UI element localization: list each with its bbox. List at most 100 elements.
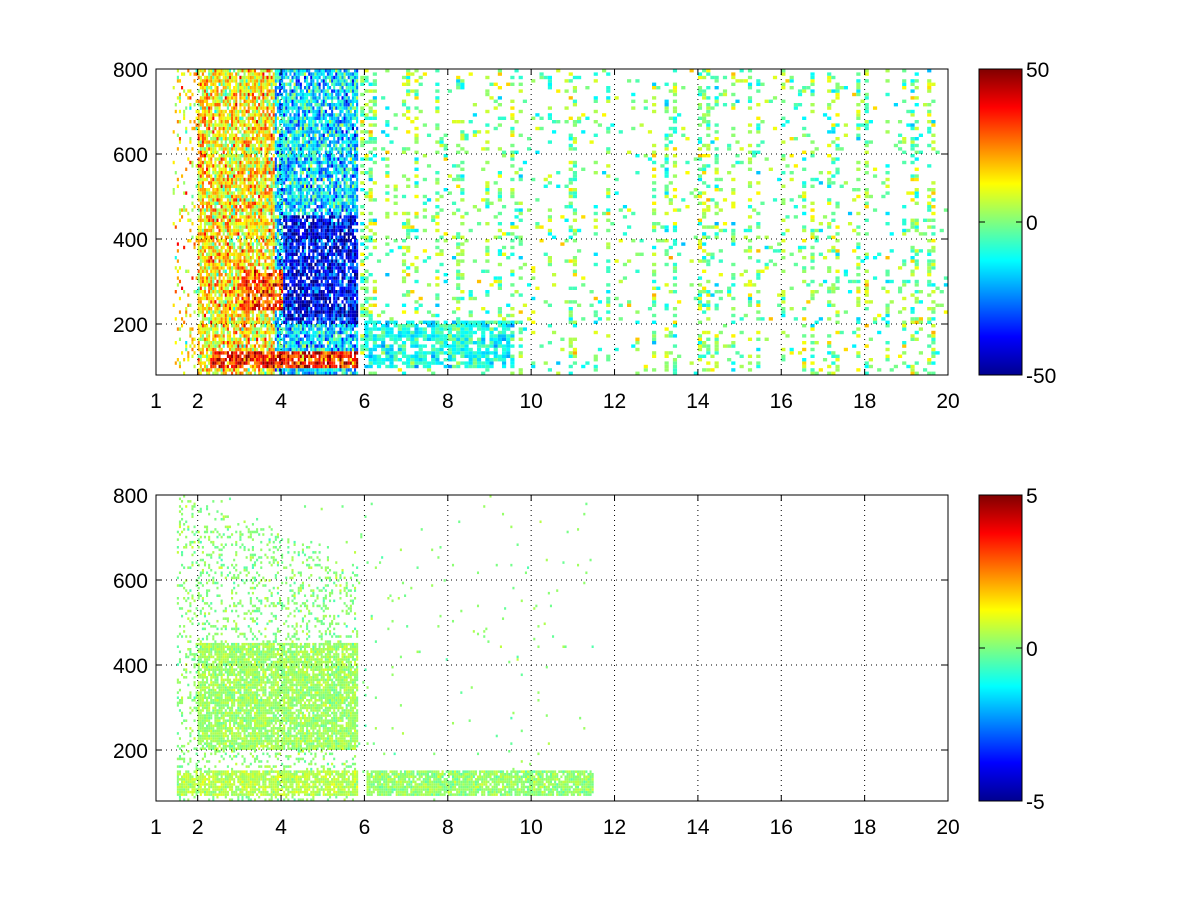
heatmap-cell	[272, 242, 275, 246]
heatmap-cell	[320, 303, 323, 307]
heatmap-cell	[308, 313, 311, 318]
heatmap-cell	[220, 143, 223, 148]
heatmap-cell	[287, 358, 290, 362]
heatmap-cell	[312, 160, 315, 165]
heatmap-cell	[297, 330, 300, 335]
heatmap-cell	[231, 245, 234, 250]
heatmap-cell	[301, 222, 304, 226]
heatmap-cell	[299, 354, 302, 358]
heatmap-cell	[289, 120, 292, 124]
heatmap-cell	[272, 120, 275, 124]
heatmap-cell	[214, 262, 217, 267]
heatmap-cell	[264, 324, 267, 328]
heatmap-cell	[208, 296, 211, 301]
heatmap-cell	[301, 252, 304, 256]
heatmap-cell	[266, 293, 269, 297]
heatmap-cell	[231, 157, 234, 161]
heatmap-cell	[206, 259, 209, 263]
heatmap-cell	[245, 198, 248, 202]
heatmap-cell	[291, 228, 294, 233]
heatmap-cell	[322, 347, 325, 352]
heatmap-cell	[212, 140, 215, 144]
heatmap-cell	[326, 330, 329, 335]
heatmap-cell	[299, 184, 302, 188]
heatmap-cell	[310, 106, 313, 110]
heatmap-cell	[272, 249, 275, 253]
heatmap-cell	[233, 137, 236, 141]
heatmap-cell	[264, 228, 267, 233]
heatmap-cell	[264, 215, 267, 219]
heatmap-cell	[228, 344, 232, 348]
heatmap-cell	[214, 126, 217, 131]
heatmap-cell	[239, 130, 242, 134]
heatmap-cell	[293, 92, 296, 97]
heatmap-cell	[258, 123, 261, 127]
heatmap-cell	[268, 300, 271, 304]
heatmap-cell	[274, 160, 277, 165]
heatmap-cell	[306, 310, 309, 314]
heatmap-cell	[245, 269, 248, 273]
heatmap-cell	[258, 327, 261, 331]
heatmap-cell	[291, 201, 294, 205]
heatmap-cell	[214, 191, 217, 195]
heatmap-cell	[262, 347, 265, 352]
heatmap-cell	[270, 368, 273, 372]
heatmap-cell	[208, 140, 211, 144]
heatmap-cell	[299, 310, 302, 314]
heatmap-cell	[316, 82, 319, 86]
heatmap-cell	[222, 86, 225, 90]
heatmap-cell	[303, 103, 307, 107]
heatmap-cell	[243, 171, 246, 175]
heatmap-cell	[308, 191, 311, 195]
heatmap-cell	[228, 300, 232, 304]
heatmap-cell	[191, 126, 194, 131]
heatmap-cell	[278, 208, 282, 212]
heatmap-cell	[220, 330, 223, 335]
heatmap-cell	[208, 160, 211, 165]
heatmap-cell	[274, 293, 277, 297]
heatmap-cell	[274, 239, 277, 243]
heatmap-cell	[297, 334, 300, 338]
heatmap-cell	[226, 293, 229, 297]
heatmap-cell	[299, 82, 302, 86]
heatmap-cell	[185, 130, 188, 134]
heatmap-cell	[208, 164, 211, 168]
heatmap-cell	[314, 351, 317, 355]
heatmap-cell	[324, 92, 327, 97]
heatmap-cell	[303, 113, 307, 117]
heatmap-cell	[237, 290, 240, 294]
heatmap-cell	[216, 239, 219, 243]
heatmap-cell	[268, 273, 271, 277]
heatmap-cell	[208, 249, 211, 253]
heatmap-cell	[322, 188, 325, 192]
heatmap-cell	[210, 307, 213, 311]
heatmap-cell	[266, 130, 269, 134]
heatmap-cell	[214, 242, 217, 246]
heatmap-cell	[291, 317, 294, 321]
heatmap-cell	[247, 164, 250, 168]
heatmap-cell	[287, 174, 290, 178]
heatmap-cell	[322, 354, 325, 358]
heatmap-cell	[303, 167, 307, 171]
heatmap-cell	[264, 86, 267, 90]
heatmap-cell	[326, 317, 329, 321]
heatmap-cell	[237, 252, 240, 256]
heatmap-cell	[220, 283, 223, 287]
heatmap-cell	[251, 269, 254, 273]
heatmap-cell	[310, 269, 313, 273]
heatmap-cell	[222, 79, 225, 83]
heatmap-cell	[312, 82, 315, 86]
heatmap-cell	[203, 69, 207, 73]
heatmap-cell	[258, 86, 261, 90]
heatmap-cell	[326, 290, 329, 294]
heatmap-cell	[262, 86, 265, 90]
heatmap-cell	[208, 341, 211, 345]
heatmap-cell	[268, 143, 271, 148]
heatmap-cell	[274, 72, 277, 76]
heatmap-cell	[272, 171, 275, 175]
heatmap-cell	[274, 215, 277, 219]
heatmap-cell	[266, 290, 269, 294]
heatmap-cell	[195, 72, 198, 76]
heatmap-cell	[291, 324, 294, 328]
heatmap-cell	[318, 286, 321, 290]
